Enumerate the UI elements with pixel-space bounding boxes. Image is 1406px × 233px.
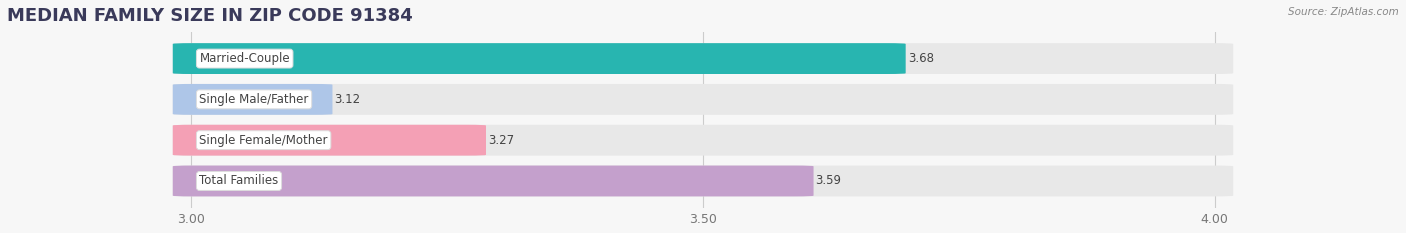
FancyBboxPatch shape <box>173 125 486 156</box>
Text: MEDIAN FAMILY SIZE IN ZIP CODE 91384: MEDIAN FAMILY SIZE IN ZIP CODE 91384 <box>7 7 413 25</box>
Text: Single Male/Father: Single Male/Father <box>200 93 309 106</box>
FancyBboxPatch shape <box>173 84 332 115</box>
FancyBboxPatch shape <box>173 84 1233 115</box>
FancyBboxPatch shape <box>173 43 905 74</box>
FancyBboxPatch shape <box>173 166 814 196</box>
FancyBboxPatch shape <box>173 166 1233 196</box>
Text: 3.68: 3.68 <box>908 52 934 65</box>
Text: 3.12: 3.12 <box>335 93 360 106</box>
Text: Source: ZipAtlas.com: Source: ZipAtlas.com <box>1288 7 1399 17</box>
Text: 3.59: 3.59 <box>815 175 842 188</box>
FancyBboxPatch shape <box>173 43 1233 74</box>
Text: 3.27: 3.27 <box>488 134 515 147</box>
Text: Married-Couple: Married-Couple <box>200 52 290 65</box>
Text: Total Families: Total Families <box>200 175 278 188</box>
Text: Single Female/Mother: Single Female/Mother <box>200 134 328 147</box>
FancyBboxPatch shape <box>173 125 1233 156</box>
